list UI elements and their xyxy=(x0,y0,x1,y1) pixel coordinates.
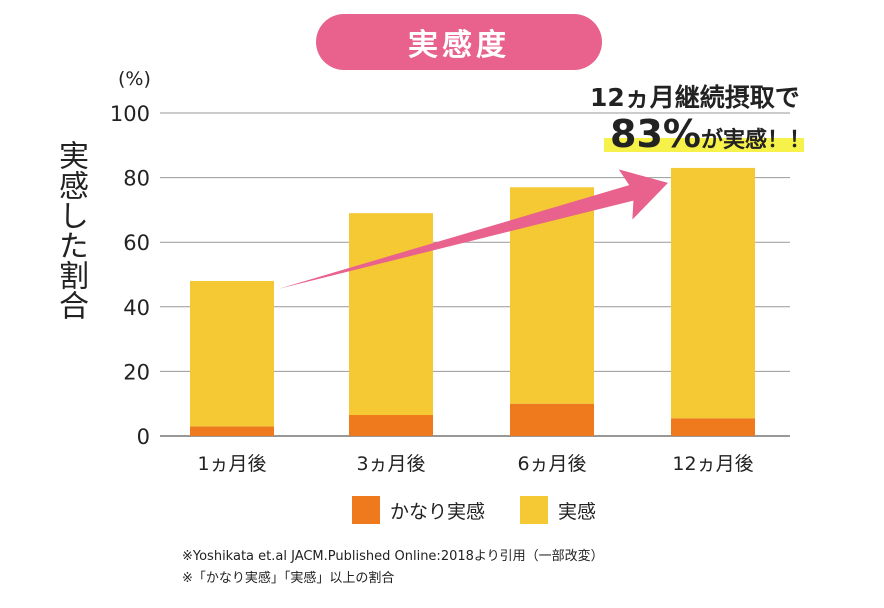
bar-feel xyxy=(671,167,755,419)
bar-strong xyxy=(671,418,755,436)
x-tick-label: 6ヵ月後 xyxy=(517,453,586,475)
y-axis-label: 実感した割合 xyxy=(53,140,88,320)
y-tick-label: 60 xyxy=(123,231,150,255)
legend-label: かなり実感 xyxy=(390,500,486,523)
annotation-value: 83% xyxy=(610,112,701,156)
footnotes: ※Yoshikata et.al JACM.Published Online:2… xyxy=(182,546,604,590)
y-tick-label: 80 xyxy=(123,167,150,191)
annotation-line1: 12ヵ月継続摂取で xyxy=(590,83,800,112)
bar-feel xyxy=(190,280,274,427)
highlight-marker xyxy=(604,138,804,152)
y-tick-label: 100 xyxy=(110,102,150,126)
legend-label: 実感 xyxy=(558,500,597,523)
x-tick-label: 12ヵ月後 xyxy=(672,453,753,475)
y-tick-label: 20 xyxy=(123,360,150,384)
legend-swatch xyxy=(520,496,548,524)
bar-strong xyxy=(190,426,274,436)
footnote: ※Yoshikata et.al JACM.Published Online:2… xyxy=(182,549,604,564)
legend-item-strong: かなり実感 xyxy=(352,496,485,524)
trend-arrow xyxy=(278,169,668,289)
bar-feel xyxy=(349,213,433,416)
footnote: ※「かなり実感」「実感」以上の割合 xyxy=(182,571,395,586)
arrow-shape xyxy=(278,169,668,289)
y-tick-label: 40 xyxy=(123,296,150,320)
legend-item-feel: 実感 xyxy=(520,496,596,524)
legend-swatch xyxy=(352,496,380,524)
x-tick-label: 1ヵ月後 xyxy=(197,453,266,475)
y-tick-label: 0 xyxy=(137,425,150,449)
y-unit: (%) xyxy=(118,68,151,90)
annotation-line2: 83%が実感！！ xyxy=(610,112,811,156)
chart-title: 実感度 xyxy=(316,14,602,70)
x-tick-label: 3ヵ月後 xyxy=(356,453,425,475)
annotation-text: が実感！！ xyxy=(700,128,811,153)
bar-strong xyxy=(349,415,433,436)
bar-strong xyxy=(510,403,594,436)
